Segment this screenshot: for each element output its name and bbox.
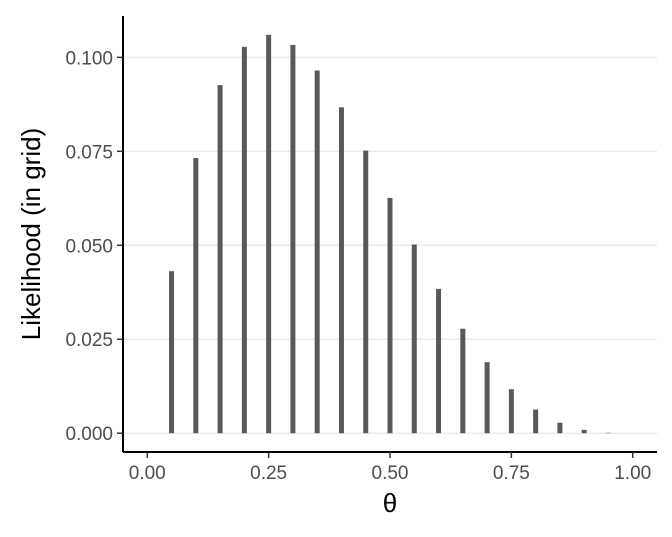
bar-6 [314, 70, 320, 434]
bar-9 [387, 197, 393, 434]
bar-10 [411, 244, 417, 434]
y-tick-label-1: 0.025 [65, 330, 113, 351]
bar-16 [557, 422, 563, 434]
y-axis-title: Likelihood (in grid) [16, 128, 46, 340]
bar-7 [338, 107, 344, 434]
y-tick-label-0: 0.000 [65, 424, 113, 445]
x-tick-label-4: 1.00 [614, 463, 651, 484]
bar-17 [581, 429, 587, 434]
x-tick-label-2: 0.50 [372, 463, 409, 484]
bar-14 [508, 389, 514, 434]
bar-13 [484, 362, 490, 434]
x-tick-label-0: 0.00 [129, 463, 166, 484]
x-tick-label-1: 0.25 [250, 463, 287, 484]
bar-8 [363, 150, 369, 434]
y-tick-label-4: 0.100 [65, 48, 113, 69]
bar-15 [533, 409, 539, 434]
x-axis-title: θ [383, 488, 397, 518]
y-tick-label-2: 0.050 [65, 236, 113, 257]
axis-ticks: 0.000 0.025 0.050 0.075 0.100 0.00 0.25 0.50 0.7… [65, 48, 651, 484]
bar-4 [266, 34, 272, 434]
x-tick-label-3: 0.75 [493, 463, 530, 484]
bar-1 [193, 158, 199, 434]
y-tick-label-3: 0.075 [65, 142, 113, 163]
bar-5 [290, 44, 296, 434]
bar-2 [217, 85, 223, 434]
bar-11 [436, 288, 442, 434]
bar-0 [169, 271, 175, 434]
bar-12 [460, 328, 466, 434]
bars [169, 34, 611, 434]
bar-3 [241, 46, 247, 434]
